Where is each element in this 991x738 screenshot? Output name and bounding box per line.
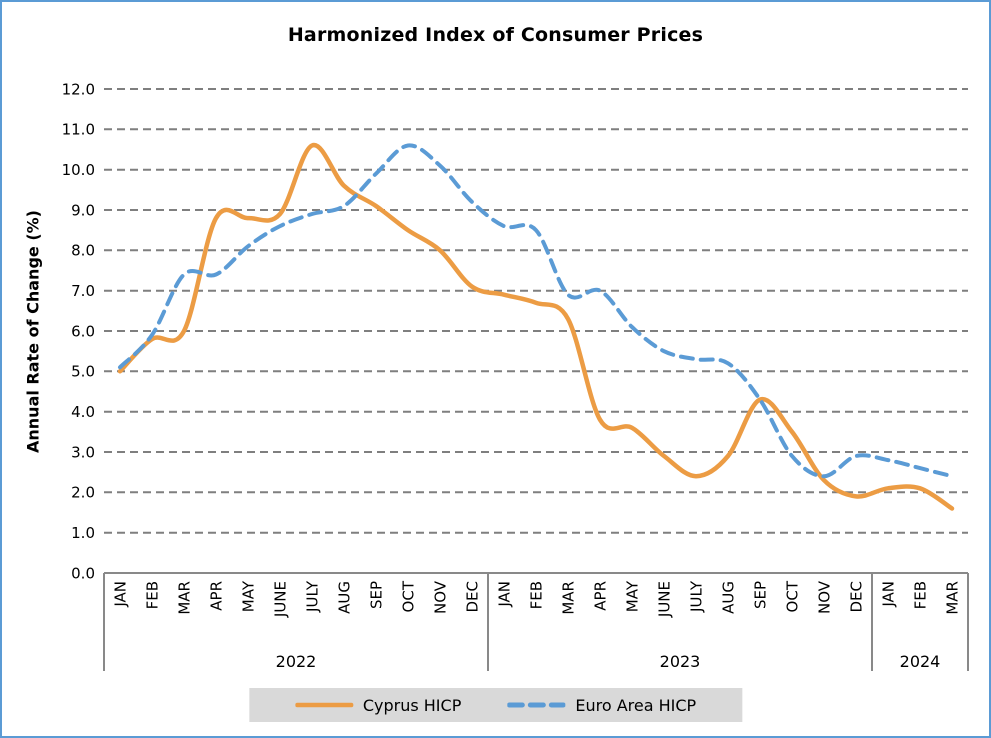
- x-tick-label-month: MAR: [560, 581, 578, 615]
- x-tick-label-month: AUG: [720, 581, 738, 614]
- x-tick-label-month: OCT: [784, 580, 802, 612]
- x-tick-label-month: SEP: [368, 581, 386, 609]
- x-tick-label-month: JAN: [112, 581, 130, 608]
- series-line-cyprus-hicp: [117, 143, 955, 511]
- legend: Cyprus HICP Euro Area HICP: [248, 688, 743, 722]
- x-axis-year-label: 2024: [900, 652, 941, 671]
- y-tick-label: 5.0: [71, 363, 95, 381]
- y-tick-label: 11.0: [62, 121, 95, 139]
- x-tick-label-month: AUG: [336, 581, 354, 614]
- legend-item-cyprus-hicp: Cyprus HICP: [294, 695, 462, 715]
- y-tick-label: 9.0: [71, 201, 95, 219]
- x-tick-label-month: NOV: [816, 580, 834, 614]
- solid-line-swatch-icon: [294, 702, 353, 708]
- y-tick-label: 8.0: [71, 242, 95, 260]
- x-tick-label-month: MAR: [944, 581, 962, 615]
- y-tick-label: 10.0: [62, 161, 95, 179]
- chart-title: Harmonized Index of Consumer Prices: [287, 24, 704, 46]
- x-tick-label-month: JULY: [304, 580, 322, 613]
- y-tick-label: 4.0: [71, 403, 95, 421]
- x-tick-label-month: DEC: [848, 581, 866, 613]
- x-tick-label-month: FEB: [912, 581, 930, 609]
- x-tick-label-month: MAR: [176, 581, 194, 615]
- x-tick-label-month: APR: [592, 581, 610, 611]
- plot-area: 0.0 1.0 2.0 3.0 4.0 5.0 6.0 7.0 8.0 9.0 10.0 11.0 12…: [62, 80, 969, 671]
- legend-item-euro-area-hicp: Euro Area HICP: [507, 696, 696, 715]
- x-tick-label-month: MAY: [240, 580, 258, 612]
- x-tick-label-month: SEP: [752, 581, 770, 609]
- x-tick-label-month: APR: [208, 581, 226, 611]
- y-tick-label: 1.0: [71, 524, 95, 542]
- x-tick-label-month: FEB: [528, 581, 546, 609]
- y-tick-label: 0.0: [71, 564, 95, 582]
- x-tick-label-month: NOV: [432, 580, 450, 614]
- x-axis-year-label: 2022: [276, 652, 317, 671]
- y-tick-label: 12.0: [62, 80, 95, 98]
- x-tick-label-month: FEB: [144, 581, 162, 609]
- x-tick-label-month: MAY: [624, 580, 642, 612]
- y-tick-label: 3.0: [71, 443, 95, 461]
- series-line-euro-area-hicp: [118, 143, 954, 479]
- legend-label-cyprus-hicp: Cyprus HICP: [362, 695, 462, 715]
- x-tick-label-month: OCT: [400, 580, 418, 612]
- y-tick-label: 6.0: [71, 322, 95, 340]
- legend-label-euro-area-hicp: Euro Area HICP: [575, 695, 697, 715]
- x-axis-year-label: 2023: [660, 652, 701, 671]
- x-tick-label-month: JUNE: [272, 581, 290, 618]
- x-tick-label-month: JUNE: [656, 581, 674, 618]
- y-tick-label: 7.0: [71, 282, 95, 300]
- x-tick-label-month: JAN: [880, 581, 898, 608]
- dashed-line-swatch-icon: [507, 702, 566, 708]
- x-tick-label-month: DEC: [464, 581, 482, 613]
- y-tick-label: 2.0: [71, 484, 95, 502]
- x-tick-label-month: JULY: [688, 580, 706, 613]
- x-tick-label-month: JAN: [496, 581, 514, 608]
